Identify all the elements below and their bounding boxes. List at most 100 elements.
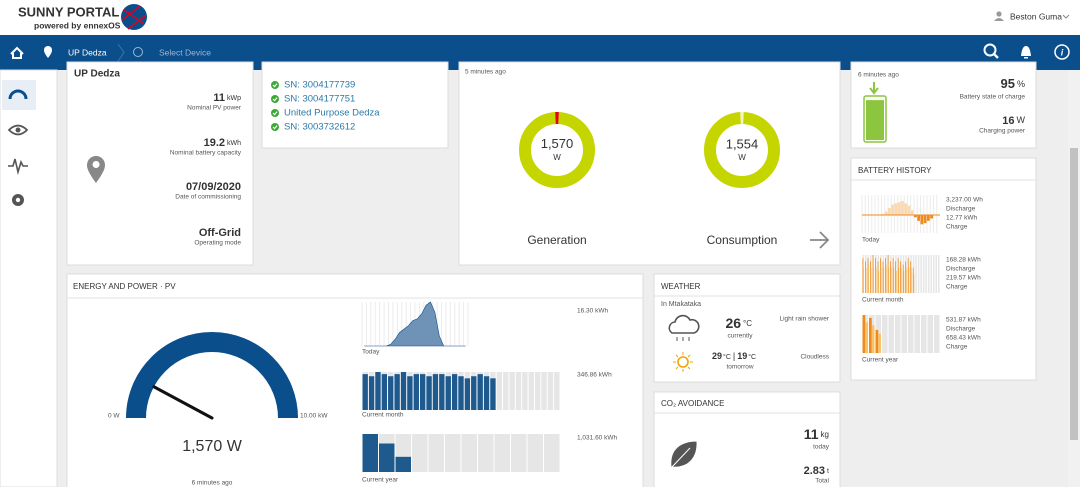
charging-value: 16 W bbox=[1002, 115, 1025, 127]
gauge-min: 0 W bbox=[108, 413, 120, 420]
bar bbox=[877, 261, 879, 293]
bar-slot bbox=[927, 315, 933, 353]
fact-number: 19.2 bbox=[204, 137, 225, 149]
bar bbox=[880, 267, 882, 293]
power-card bbox=[458, 61, 841, 266]
leaf-icon bbox=[670, 440, 698, 468]
generation-unit: W bbox=[553, 153, 561, 162]
bar bbox=[917, 215, 921, 221]
bar bbox=[878, 333, 881, 353]
bar bbox=[913, 274, 915, 293]
bar-slot bbox=[528, 372, 534, 410]
current-condition: Light rain shower bbox=[780, 316, 830, 323]
bar-slot bbox=[901, 315, 907, 353]
logo[interactable] bbox=[121, 4, 147, 30]
plant-pin-icon[interactable] bbox=[44, 46, 52, 58]
bar bbox=[490, 378, 496, 410]
bar bbox=[477, 374, 483, 410]
bar-slot bbox=[515, 372, 522, 410]
bar-slot bbox=[920, 255, 922, 293]
bar bbox=[862, 258, 864, 293]
bar-slot bbox=[914, 315, 920, 353]
period-label: Today bbox=[362, 349, 380, 356]
history-charge-label: Charge bbox=[946, 344, 968, 351]
history-charge: 658.43 kWh bbox=[946, 335, 981, 342]
bar bbox=[884, 211, 888, 215]
search-icon[interactable] bbox=[983, 43, 999, 59]
co2-title: CO₂ AVOIDANCE bbox=[661, 399, 724, 408]
weather-card bbox=[653, 273, 841, 383]
bar bbox=[914, 215, 918, 218]
bar-slot bbox=[895, 315, 901, 353]
period-label: Current year bbox=[862, 357, 899, 364]
device-globe-icon[interactable] bbox=[133, 47, 143, 57]
monitoring-icon[interactable] bbox=[7, 124, 29, 136]
bar bbox=[458, 376, 464, 410]
bar bbox=[880, 258, 881, 293]
bar bbox=[901, 201, 905, 215]
home-icon[interactable] bbox=[10, 46, 24, 59]
bar bbox=[887, 255, 889, 293]
bar-slot bbox=[544, 434, 560, 472]
fact-value: 11 kWp bbox=[213, 92, 241, 104]
bar-slot bbox=[922, 255, 925, 293]
fact-value: Off-Grid bbox=[199, 227, 241, 239]
bar-slot bbox=[921, 315, 927, 353]
user-icon[interactable] bbox=[994, 11, 1004, 21]
bar bbox=[900, 261, 901, 293]
bar bbox=[893, 267, 895, 293]
bar-slot bbox=[541, 372, 547, 410]
bar bbox=[923, 215, 927, 224]
current-label: currently bbox=[728, 333, 754, 340]
bar bbox=[862, 315, 866, 353]
power-details-arrow[interactable] bbox=[810, 231, 830, 249]
device-link[interactable]: SN: 3004177739 bbox=[284, 80, 355, 91]
soc-number: 95 bbox=[1001, 76, 1015, 91]
brand: SUNNY PORTAL bbox=[18, 4, 119, 19]
bar-slot bbox=[522, 372, 528, 410]
history-charge: 219.57 kWh bbox=[946, 275, 981, 282]
nav-plant[interactable]: UP Dedza bbox=[68, 47, 107, 57]
power-updated: 5 minutes ago bbox=[465, 69, 506, 76]
analysis-icon[interactable] bbox=[8, 158, 28, 176]
bar bbox=[885, 258, 886, 293]
nav-device[interactable]: Select Device bbox=[159, 47, 211, 57]
device-link[interactable]: SN: 3004177751 bbox=[284, 94, 355, 105]
battery-updated: 6 minutes ago bbox=[858, 72, 899, 79]
gauge-needle bbox=[152, 385, 214, 420]
bar-slot bbox=[461, 434, 477, 472]
fact-label: Nominal PV power bbox=[187, 105, 242, 112]
bar bbox=[381, 374, 388, 410]
bar bbox=[432, 374, 439, 410]
gauge-max: 10.00 kW bbox=[300, 413, 328, 420]
device-link[interactable]: SN: 3003732612 bbox=[284, 122, 355, 133]
bar-slot bbox=[445, 434, 461, 472]
user-menu-chevron[interactable] bbox=[1062, 14, 1070, 19]
history-charge: 12.77 kWh bbox=[946, 215, 977, 222]
bar bbox=[895, 261, 896, 293]
bar bbox=[375, 372, 381, 410]
bar bbox=[872, 255, 874, 293]
settings-icon[interactable] bbox=[12, 194, 24, 206]
bar bbox=[883, 267, 885, 293]
info-icon[interactable]: i bbox=[1054, 44, 1070, 60]
bar bbox=[871, 325, 875, 353]
discharge-bars bbox=[863, 264, 915, 293]
notification-icon[interactable] bbox=[1021, 46, 1031, 59]
period-label: Today bbox=[862, 237, 880, 244]
scrollbar-thumb[interactable] bbox=[1070, 148, 1078, 440]
bar-slot bbox=[494, 434, 510, 472]
dashboard-icon[interactable] bbox=[8, 89, 28, 100]
user-name[interactable]: Beston Guma bbox=[1010, 11, 1062, 21]
tomorrow-condition: Cloudless bbox=[800, 354, 829, 361]
current-temp-unit: °C bbox=[743, 319, 752, 328]
bar-slot bbox=[511, 434, 527, 472]
rain-icon bbox=[668, 314, 700, 341]
history-discharge: 3,237.00 Wh bbox=[946, 197, 983, 204]
device-link[interactable]: United Purpose Dedza bbox=[284, 108, 380, 119]
co2-card bbox=[653, 391, 841, 487]
fact-number: Off-Grid bbox=[199, 227, 241, 239]
bar bbox=[920, 215, 924, 225]
bar bbox=[368, 376, 375, 410]
history-discharge: 168.28 kWh bbox=[946, 257, 981, 264]
